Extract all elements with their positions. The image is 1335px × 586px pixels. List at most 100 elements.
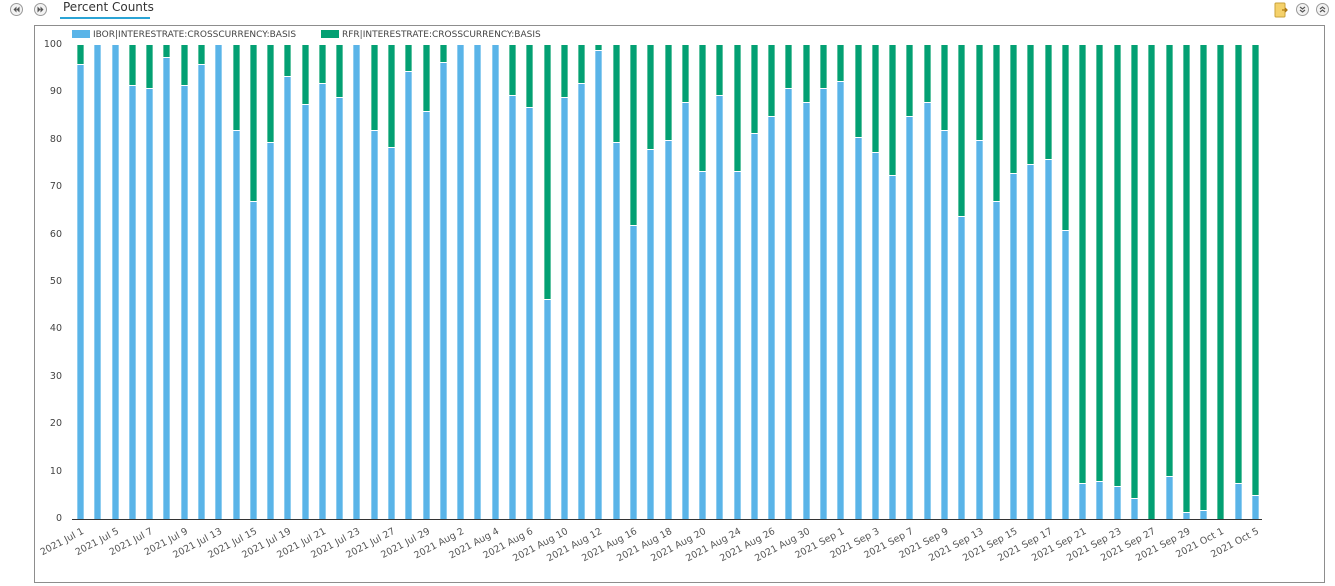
bar-2021-jul-29[interactable] [422, 45, 430, 519]
segment-ibor[interactable] [318, 82, 326, 519]
bar-2021-sep-10[interactable] [958, 45, 966, 519]
bar-2021-aug-13[interactable] [612, 45, 620, 519]
segment-ibor[interactable] [699, 170, 707, 519]
segment-rfr[interactable] [750, 45, 758, 133]
bar-2021-sep-24[interactable] [1131, 45, 1139, 519]
segment-ibor[interactable] [1061, 229, 1069, 519]
segment-ibor[interactable] [871, 151, 879, 519]
segment-rfr[interactable] [336, 45, 344, 98]
bar-2021-jul-23[interactable] [353, 45, 361, 519]
segment-ibor[interactable] [750, 132, 758, 519]
segment-rfr[interactable] [508, 45, 516, 95]
segment-rfr[interactable] [802, 45, 810, 102]
segment-rfr[interactable] [439, 45, 447, 62]
segment-ibor[interactable] [439, 61, 447, 519]
bar-2021-aug-4[interactable] [491, 45, 499, 519]
bar-2021-aug-19[interactable] [681, 45, 689, 519]
segment-rfr[interactable] [284, 45, 292, 76]
segment-ibor[interactable] [474, 45, 482, 519]
bar-2021-jul-26[interactable] [370, 45, 378, 519]
bar-2021-jul-21[interactable] [318, 45, 326, 519]
bar-2021-aug-26[interactable] [768, 45, 776, 519]
segment-ibor[interactable] [215, 45, 223, 519]
segment-ibor[interactable] [267, 142, 275, 519]
segment-ibor[interactable] [1027, 163, 1035, 519]
segment-ibor[interactable] [629, 225, 637, 519]
segment-rfr[interactable] [77, 45, 84, 64]
segment-ibor[interactable] [111, 45, 119, 519]
segment-rfr[interactable] [733, 45, 741, 171]
legend-item-rfr[interactable]: RFR|INTERESTRATE:CROSSCURRENCY:BASIS [321, 30, 541, 40]
bar-2021-sep-22[interactable] [1096, 45, 1104, 519]
segment-ibor[interactable] [992, 201, 1000, 519]
segment-ibor[interactable] [958, 215, 966, 519]
segment-rfr[interactable] [318, 45, 326, 83]
segment-rfr[interactable] [1131, 45, 1139, 498]
bar-2021-aug-16[interactable] [629, 45, 637, 519]
bar-2021-aug-17[interactable] [647, 45, 655, 519]
segment-ibor[interactable] [664, 139, 672, 519]
bar-2021-oct-5[interactable] [1252, 45, 1259, 519]
segment-ibor[interactable] [405, 71, 413, 519]
segment-rfr[interactable] [1148, 45, 1156, 519]
bar-2021-jul-28[interactable] [405, 45, 413, 519]
segment-rfr[interactable] [768, 45, 776, 117]
segment-ibor[interactable] [785, 87, 793, 519]
segment-ibor[interactable] [422, 111, 430, 519]
bar-2021-aug-30[interactable] [802, 45, 810, 519]
bar-2021-aug-24[interactable] [733, 45, 741, 519]
segment-rfr[interactable] [923, 45, 931, 102]
tab-percent-counts[interactable]: Percent Counts [63, 0, 154, 14]
segment-rfr[interactable] [975, 45, 983, 140]
segment-rfr[interactable] [1027, 45, 1035, 164]
segment-rfr[interactable] [1217, 45, 1225, 519]
bar-2021-sep-17[interactable] [1044, 45, 1052, 519]
bar-2021-aug-6[interactable] [526, 45, 534, 519]
segment-ibor[interactable] [768, 116, 776, 519]
segment-rfr[interactable] [681, 45, 689, 102]
bar-2021-sep-21[interactable] [1079, 45, 1087, 519]
bar-2021-jul-5[interactable] [111, 45, 119, 519]
segment-ibor[interactable] [560, 97, 568, 519]
segment-ibor[interactable] [526, 106, 534, 519]
bar-2021-jul-14[interactable] [232, 45, 240, 519]
segment-ibor[interactable] [1010, 172, 1018, 519]
bar-2021-jul-7[interactable] [146, 45, 154, 519]
segment-ibor[interactable] [733, 170, 741, 519]
bar-2021-aug-18[interactable] [664, 45, 672, 519]
segment-rfr[interactable] [388, 45, 396, 147]
bar-2021-jul-27[interactable] [388, 45, 396, 519]
segment-ibor[interactable] [232, 130, 240, 519]
bar-2021-oct-4[interactable] [1234, 45, 1242, 519]
bar-2021-aug-3[interactable] [474, 45, 482, 519]
segment-ibor[interactable] [543, 298, 551, 519]
segment-ibor[interactable] [612, 142, 620, 519]
segment-rfr[interactable] [1079, 45, 1087, 484]
bar-2021-sep-16[interactable] [1027, 45, 1035, 519]
bar-2021-sep-20[interactable] [1061, 45, 1069, 519]
segment-rfr[interactable] [128, 45, 136, 86]
segment-rfr[interactable] [1182, 45, 1190, 512]
segment-rfr[interactable] [232, 45, 240, 131]
segment-ibor[interactable] [1113, 485, 1121, 519]
segment-rfr[interactable] [146, 45, 154, 88]
bar-2021-sep-1[interactable] [837, 45, 845, 519]
segment-ibor[interactable] [457, 45, 465, 519]
segment-rfr[interactable] [699, 45, 707, 171]
previous-button[interactable] [10, 3, 23, 16]
segment-ibor[interactable] [146, 87, 154, 519]
bar-2021-aug-10[interactable] [560, 45, 568, 519]
segment-ibor[interactable] [1252, 495, 1259, 519]
bar-2021-sep-15[interactable] [1010, 45, 1018, 519]
segment-ibor[interactable] [975, 139, 983, 519]
segment-rfr[interactable] [992, 45, 1000, 202]
segment-ibor[interactable] [1096, 481, 1104, 519]
segment-rfr[interactable] [940, 45, 948, 131]
segment-ibor[interactable] [578, 82, 586, 519]
segment-ibor[interactable] [647, 149, 655, 519]
bar-2021-jul-15[interactable] [249, 45, 257, 519]
segment-ibor[interactable] [1165, 476, 1173, 519]
segment-ibor[interactable] [370, 130, 378, 519]
bar-2021-jul-8[interactable] [163, 45, 171, 519]
bar-2021-aug-25[interactable] [750, 45, 758, 519]
